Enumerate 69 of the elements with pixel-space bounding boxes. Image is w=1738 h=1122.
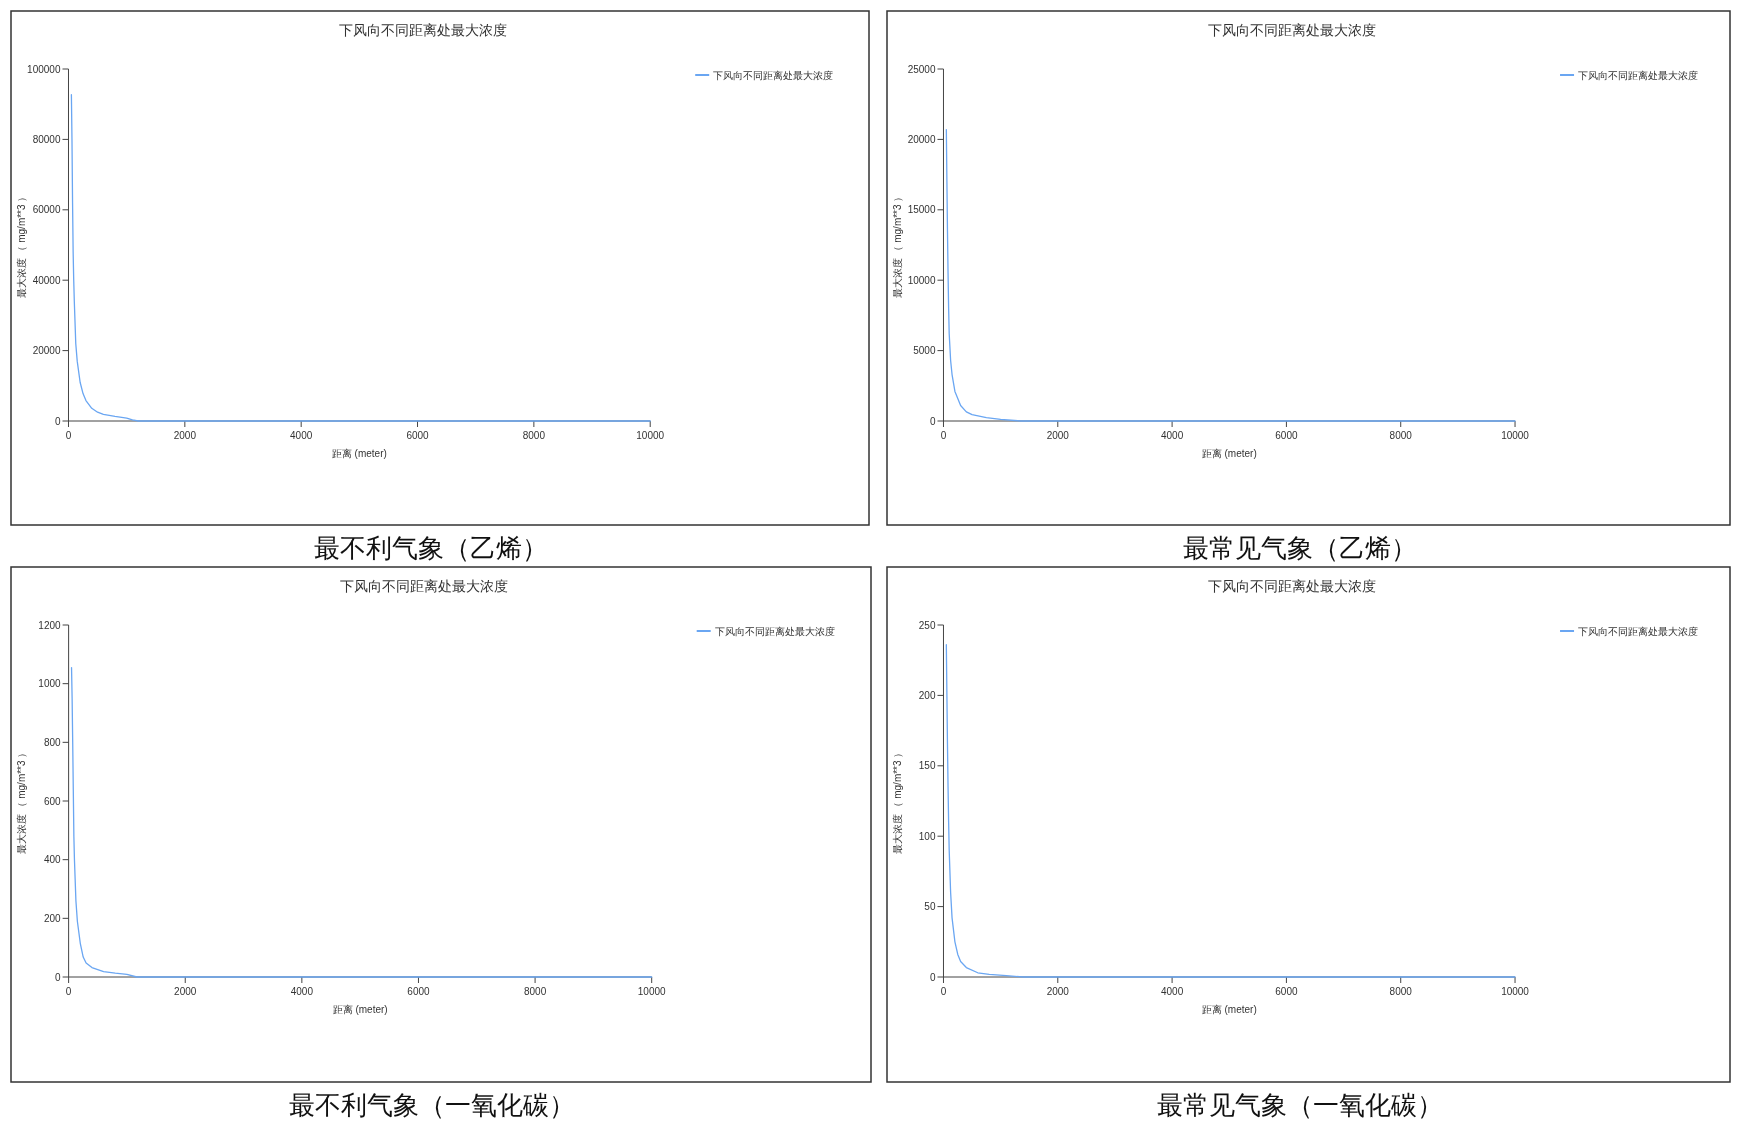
legend-label: 下风向不同距离处最大浓度 xyxy=(714,625,835,637)
x-tick-label: 8000 xyxy=(523,986,547,997)
y-tick-label: 1000 xyxy=(38,678,62,690)
text: 最常见气象（一氧化碳） xyxy=(1157,1091,1444,1120)
x-axis-title: 距离 (meter) xyxy=(1201,1004,1257,1015)
y-tick-label: 0 xyxy=(929,415,936,427)
y-tick-label: 250 xyxy=(918,619,936,631)
y-tick-label: 100 xyxy=(918,830,936,842)
y-tick-label: 15000 xyxy=(907,204,936,216)
chart-title: 下风向不同距离处最大浓度 xyxy=(1207,578,1376,594)
x-tick-label: 2000 xyxy=(174,986,197,997)
y-tick-label: 80000 xyxy=(32,133,61,145)
x-tick-label: 4000 xyxy=(1160,430,1184,441)
x-tick-label: 4000 xyxy=(1160,986,1184,997)
y-tick-label: 50 xyxy=(924,901,936,913)
text: 最不利气象（乙烯） xyxy=(314,534,549,563)
x-axis-title: 距离 (meter) xyxy=(331,448,387,459)
y-tick-label: 25000 xyxy=(907,63,936,75)
y-tick-label: 200 xyxy=(43,912,62,924)
text: 最常见气象（乙烯） xyxy=(1183,534,1418,563)
y-axis-title: 最大浓度 （ mg/m**3 ） xyxy=(892,747,903,855)
legend-label: 下风向不同距离处最大浓度 xyxy=(1578,69,1699,81)
y-axis-title: 最大浓度 （ mg/m**3 ） xyxy=(16,191,27,299)
x-tick-label: 6000 xyxy=(406,430,430,441)
y-tick-label: 100000 xyxy=(27,63,61,75)
x-tick-label: 6000 xyxy=(1275,430,1298,441)
x-tick-label: 10000 xyxy=(1501,430,1530,441)
x-axis-title: 距离 (meter) xyxy=(332,1004,388,1015)
y-tick-label: 40000 xyxy=(32,274,61,286)
y-tick-label: 400 xyxy=(43,854,62,866)
x-tick-label: 4000 xyxy=(290,430,313,441)
y-tick-label: 150 xyxy=(918,760,936,772)
y-tick-label: 0 xyxy=(55,971,62,983)
x-tick-label: 10000 xyxy=(636,430,665,441)
x-tick-label: 2000 xyxy=(173,430,197,441)
text: 最不利气象（一氧化碳） xyxy=(289,1091,576,1120)
y-tick-label: 200 xyxy=(918,689,936,701)
y-tick-label: 800 xyxy=(43,736,62,748)
x-tick-label: 6000 xyxy=(1275,986,1298,997)
chart-title: 下风向不同距离处最大浓度 xyxy=(1207,22,1376,38)
y-tick-label: 10000 xyxy=(907,274,936,286)
x-tick-label: 4000 xyxy=(290,986,314,997)
y-tick-label: 0 xyxy=(54,415,61,427)
x-tick-label: 8000 xyxy=(1389,986,1413,997)
y-tick-label: 20000 xyxy=(32,345,61,357)
x-tick-label: 8000 xyxy=(522,430,546,441)
y-tick-label: 20000 xyxy=(907,133,936,145)
x-tick-label: 8000 xyxy=(1389,430,1413,441)
x-tick-label: 2000 xyxy=(1046,986,1070,997)
legend-label: 下风向不同距离处最大浓度 xyxy=(713,69,834,81)
y-tick-label: 1200 xyxy=(38,619,62,631)
chart-title: 下风向不同距离处最大浓度 xyxy=(338,22,507,38)
y-tick-label: 60000 xyxy=(32,204,61,216)
y-tick-label: 0 xyxy=(929,971,936,983)
x-axis-title: 距离 (meter) xyxy=(1201,448,1257,459)
x-tick-label: 2000 xyxy=(1046,430,1070,441)
x-tick-label: 10000 xyxy=(1501,986,1530,997)
x-tick-label: 0 xyxy=(65,986,72,997)
x-tick-label: 0 xyxy=(940,430,947,441)
x-tick-label: 10000 xyxy=(637,986,667,997)
x-tick-label: 0 xyxy=(940,986,947,997)
legend-label: 下风向不同距离处最大浓度 xyxy=(1578,625,1699,637)
y-axis-title: 最大浓度 （ mg/m**3 ） xyxy=(16,747,27,855)
y-axis-title: 最大浓度 （ mg/m**3 ） xyxy=(892,191,903,299)
x-tick-label: 0 xyxy=(65,430,72,441)
y-tick-label: 5000 xyxy=(913,345,936,357)
x-tick-label: 6000 xyxy=(407,986,431,997)
y-tick-label: 600 xyxy=(43,795,62,807)
chart-title: 下风向不同距离处最大浓度 xyxy=(339,578,508,594)
